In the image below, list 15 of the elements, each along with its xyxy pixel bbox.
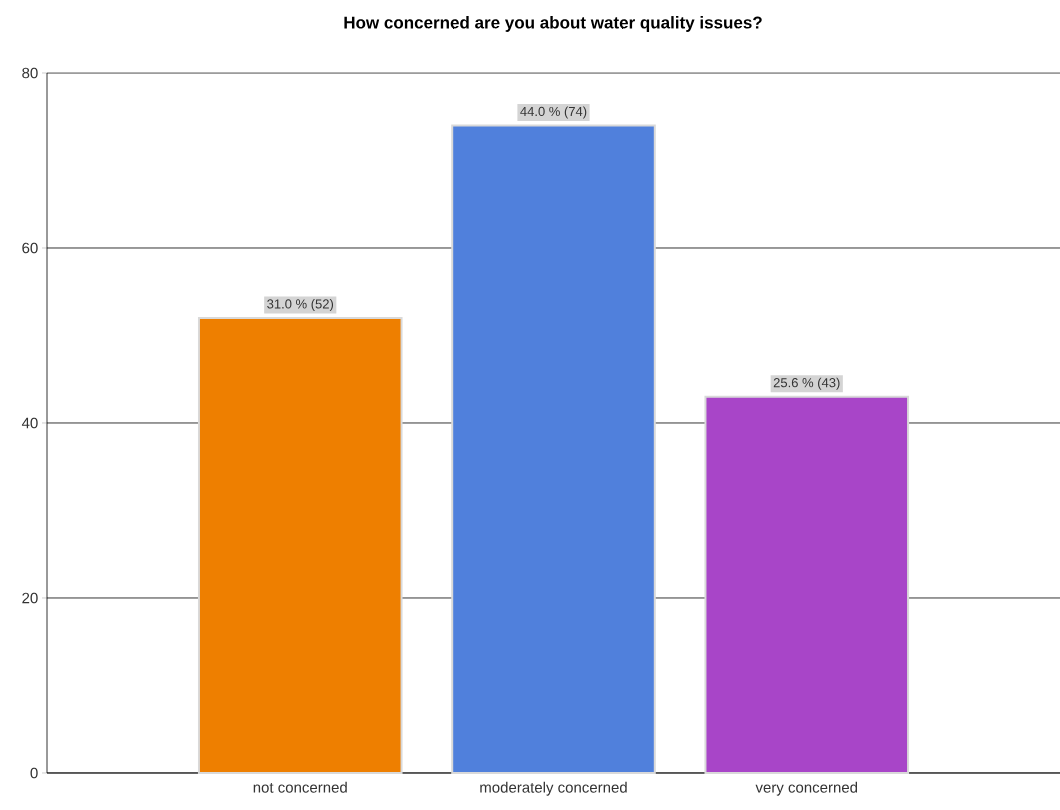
y-tick-label: 40 bbox=[21, 417, 38, 429]
y-tick-label: 80 bbox=[22, 67, 38, 79]
y-tick-label: 0 bbox=[30, 767, 38, 779]
y-tick-label: 20 bbox=[22, 592, 38, 604]
bar bbox=[197, 316, 403, 774]
chart-title: How concerned are you about water quality issues? bbox=[344, 16, 762, 32]
x-tick-label: very concerned bbox=[755, 781, 858, 796]
x-tick-label: moderately concerned bbox=[480, 781, 627, 796]
data-label: 31.0 % (52) bbox=[267, 298, 334, 312]
bar bbox=[451, 124, 656, 774]
data-label: 25.6 % (43) bbox=[773, 377, 840, 390]
y-tick-label: 60 bbox=[22, 242, 38, 254]
x-tick-label: not concerned bbox=[253, 781, 347, 793]
data-label: 44.0 % (74) bbox=[520, 106, 587, 119]
bar bbox=[704, 395, 910, 774]
